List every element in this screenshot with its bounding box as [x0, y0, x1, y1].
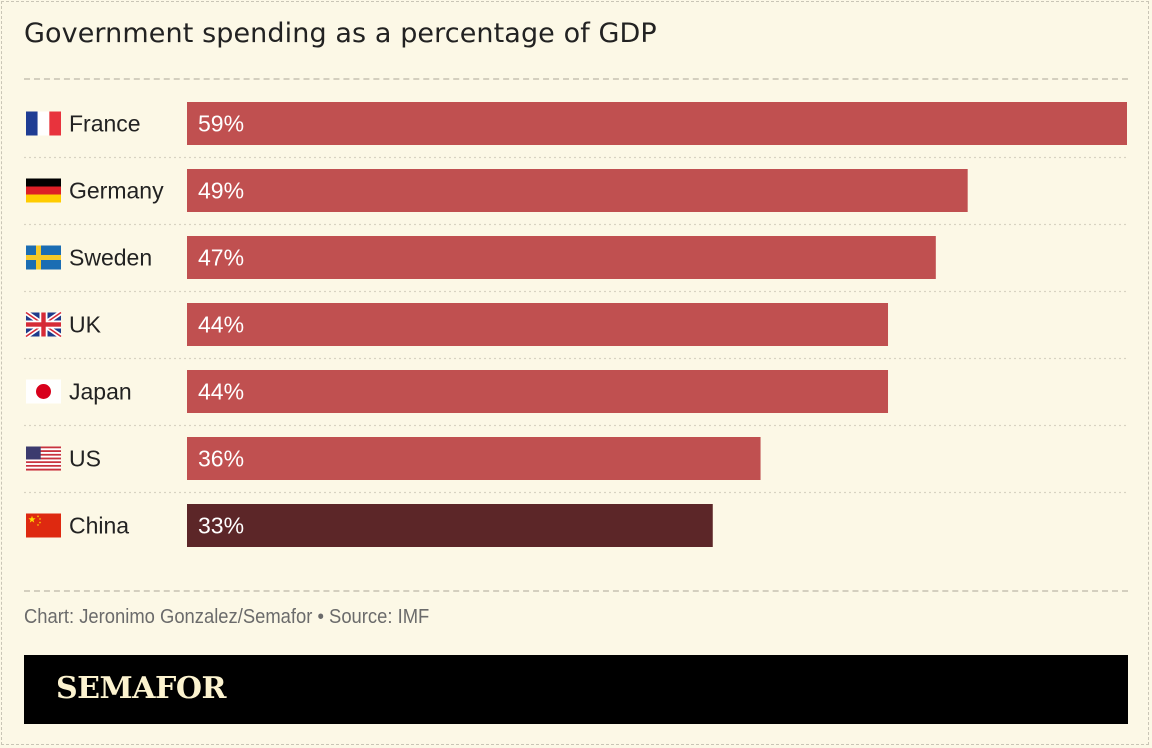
value-label: 44%	[198, 312, 244, 338]
value-label: 47%	[198, 245, 244, 271]
flag-japan-icon	[26, 379, 61, 404]
value-label: 36%	[198, 446, 244, 472]
value-label: 33%	[198, 513, 244, 539]
category-label: France	[69, 111, 141, 137]
bar-chart: France 59% Germany 49% Sweden 47% UK 44% Japan 44…	[24, 102, 1128, 547]
category-label: Germany	[69, 178, 164, 204]
bar	[187, 504, 713, 547]
value-label: 49%	[198, 178, 244, 204]
category-label: China	[69, 513, 129, 539]
category-label: US	[69, 446, 101, 472]
brand-footer: SEMAFOR	[24, 655, 1128, 724]
flag-us-icon	[26, 446, 61, 471]
flag-sweden-icon	[26, 245, 61, 270]
value-label: 59%	[198, 111, 244, 137]
bar	[187, 169, 968, 212]
bottom-divider	[24, 590, 1128, 592]
bar	[187, 102, 1127, 145]
flag-china-icon	[26, 513, 61, 538]
category-label: Sweden	[69, 245, 152, 271]
flag-france-icon	[26, 111, 61, 136]
top-divider	[24, 78, 1128, 80]
chart-credit: Chart: Jeronimo Gonzalez/Semafor • Sourc…	[24, 606, 430, 628]
bar	[187, 236, 936, 279]
bar	[187, 370, 889, 413]
category-label: Japan	[69, 379, 132, 405]
brand-logo: SEMAFOR	[56, 671, 226, 706]
bar	[187, 303, 889, 346]
chart-title: Government spending as a percentage of G…	[24, 18, 657, 49]
category-label: UK	[69, 312, 102, 338]
value-label: 44%	[198, 379, 244, 405]
bar	[187, 437, 761, 480]
flag-germany-icon	[26, 178, 61, 203]
flag-uk-icon	[24, 310, 63, 339]
